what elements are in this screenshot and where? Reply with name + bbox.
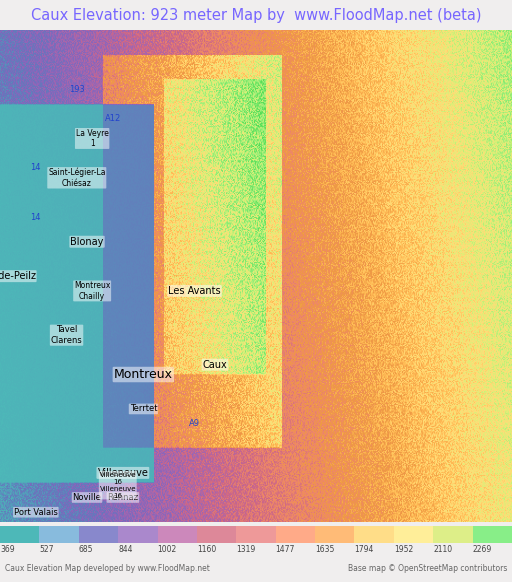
Text: Caux Elevation: 923 meter Map by  www.FloodMap.net (beta): Caux Elevation: 923 meter Map by www.Flo…	[31, 8, 481, 23]
Bar	[275, 526, 315, 543]
Bar	[197, 526, 237, 543]
Text: Montreux
Chailly: Montreux Chailly	[74, 281, 111, 301]
Text: Montreux: Montreux	[114, 368, 173, 381]
Bar	[433, 526, 473, 543]
Text: 844: 844	[118, 545, 133, 553]
Text: 527: 527	[39, 545, 54, 553]
Text: 1952: 1952	[394, 545, 413, 553]
Bar	[0, 526, 39, 543]
Text: Les Avants: Les Avants	[168, 286, 221, 296]
Text: 1635: 1635	[315, 545, 334, 553]
Text: 1002: 1002	[158, 545, 177, 553]
Text: Caux: Caux	[203, 360, 227, 370]
Text: 1477: 1477	[275, 545, 295, 553]
Text: 193: 193	[69, 85, 85, 94]
Bar	[79, 526, 118, 543]
Text: 1794: 1794	[354, 545, 374, 553]
Text: 14: 14	[31, 212, 41, 222]
Text: Saint-Légier-La
Chiésaz: Saint-Légier-La Chiésaz	[48, 168, 105, 188]
Text: 685: 685	[79, 545, 93, 553]
Text: Villeneuve: Villeneuve	[97, 468, 148, 478]
Text: A12: A12	[104, 114, 121, 123]
Bar	[118, 526, 158, 543]
Bar	[354, 526, 394, 543]
Text: Port Valais: Port Valais	[14, 508, 58, 517]
Text: 2269: 2269	[473, 545, 492, 553]
Bar	[394, 526, 433, 543]
Text: Caux Elevation Map developed by www.FloodMap.net: Caux Elevation Map developed by www.Floo…	[5, 564, 210, 573]
Bar	[473, 526, 512, 543]
Text: Rennaz: Rennaz	[108, 493, 138, 502]
Bar	[39, 526, 79, 543]
Bar	[237, 526, 275, 543]
Text: 1319: 1319	[237, 545, 255, 553]
Text: Tour-de-Peilz: Tour-de-Peilz	[0, 271, 36, 281]
Text: Terrtet: Terrtet	[130, 404, 157, 413]
Text: 2110: 2110	[433, 545, 453, 553]
Text: 369: 369	[0, 545, 15, 553]
Text: Base map © OpenStreetMap contributors: Base map © OpenStreetMap contributors	[348, 564, 507, 573]
Text: Blonay: Blonay	[70, 237, 104, 247]
Text: 14: 14	[31, 164, 41, 172]
Text: Villeneuve
16
Villeneuve
16: Villeneuve 16 Villeneuve 16	[99, 471, 136, 499]
Text: La Veyre
1: La Veyre 1	[76, 129, 109, 148]
Text: Tavel
Clarens: Tavel Clarens	[51, 325, 82, 345]
Text: Noville: Noville	[73, 493, 101, 502]
Bar	[315, 526, 354, 543]
Text: 1160: 1160	[197, 545, 216, 553]
Bar	[158, 526, 197, 543]
Text: A9: A9	[189, 419, 200, 428]
